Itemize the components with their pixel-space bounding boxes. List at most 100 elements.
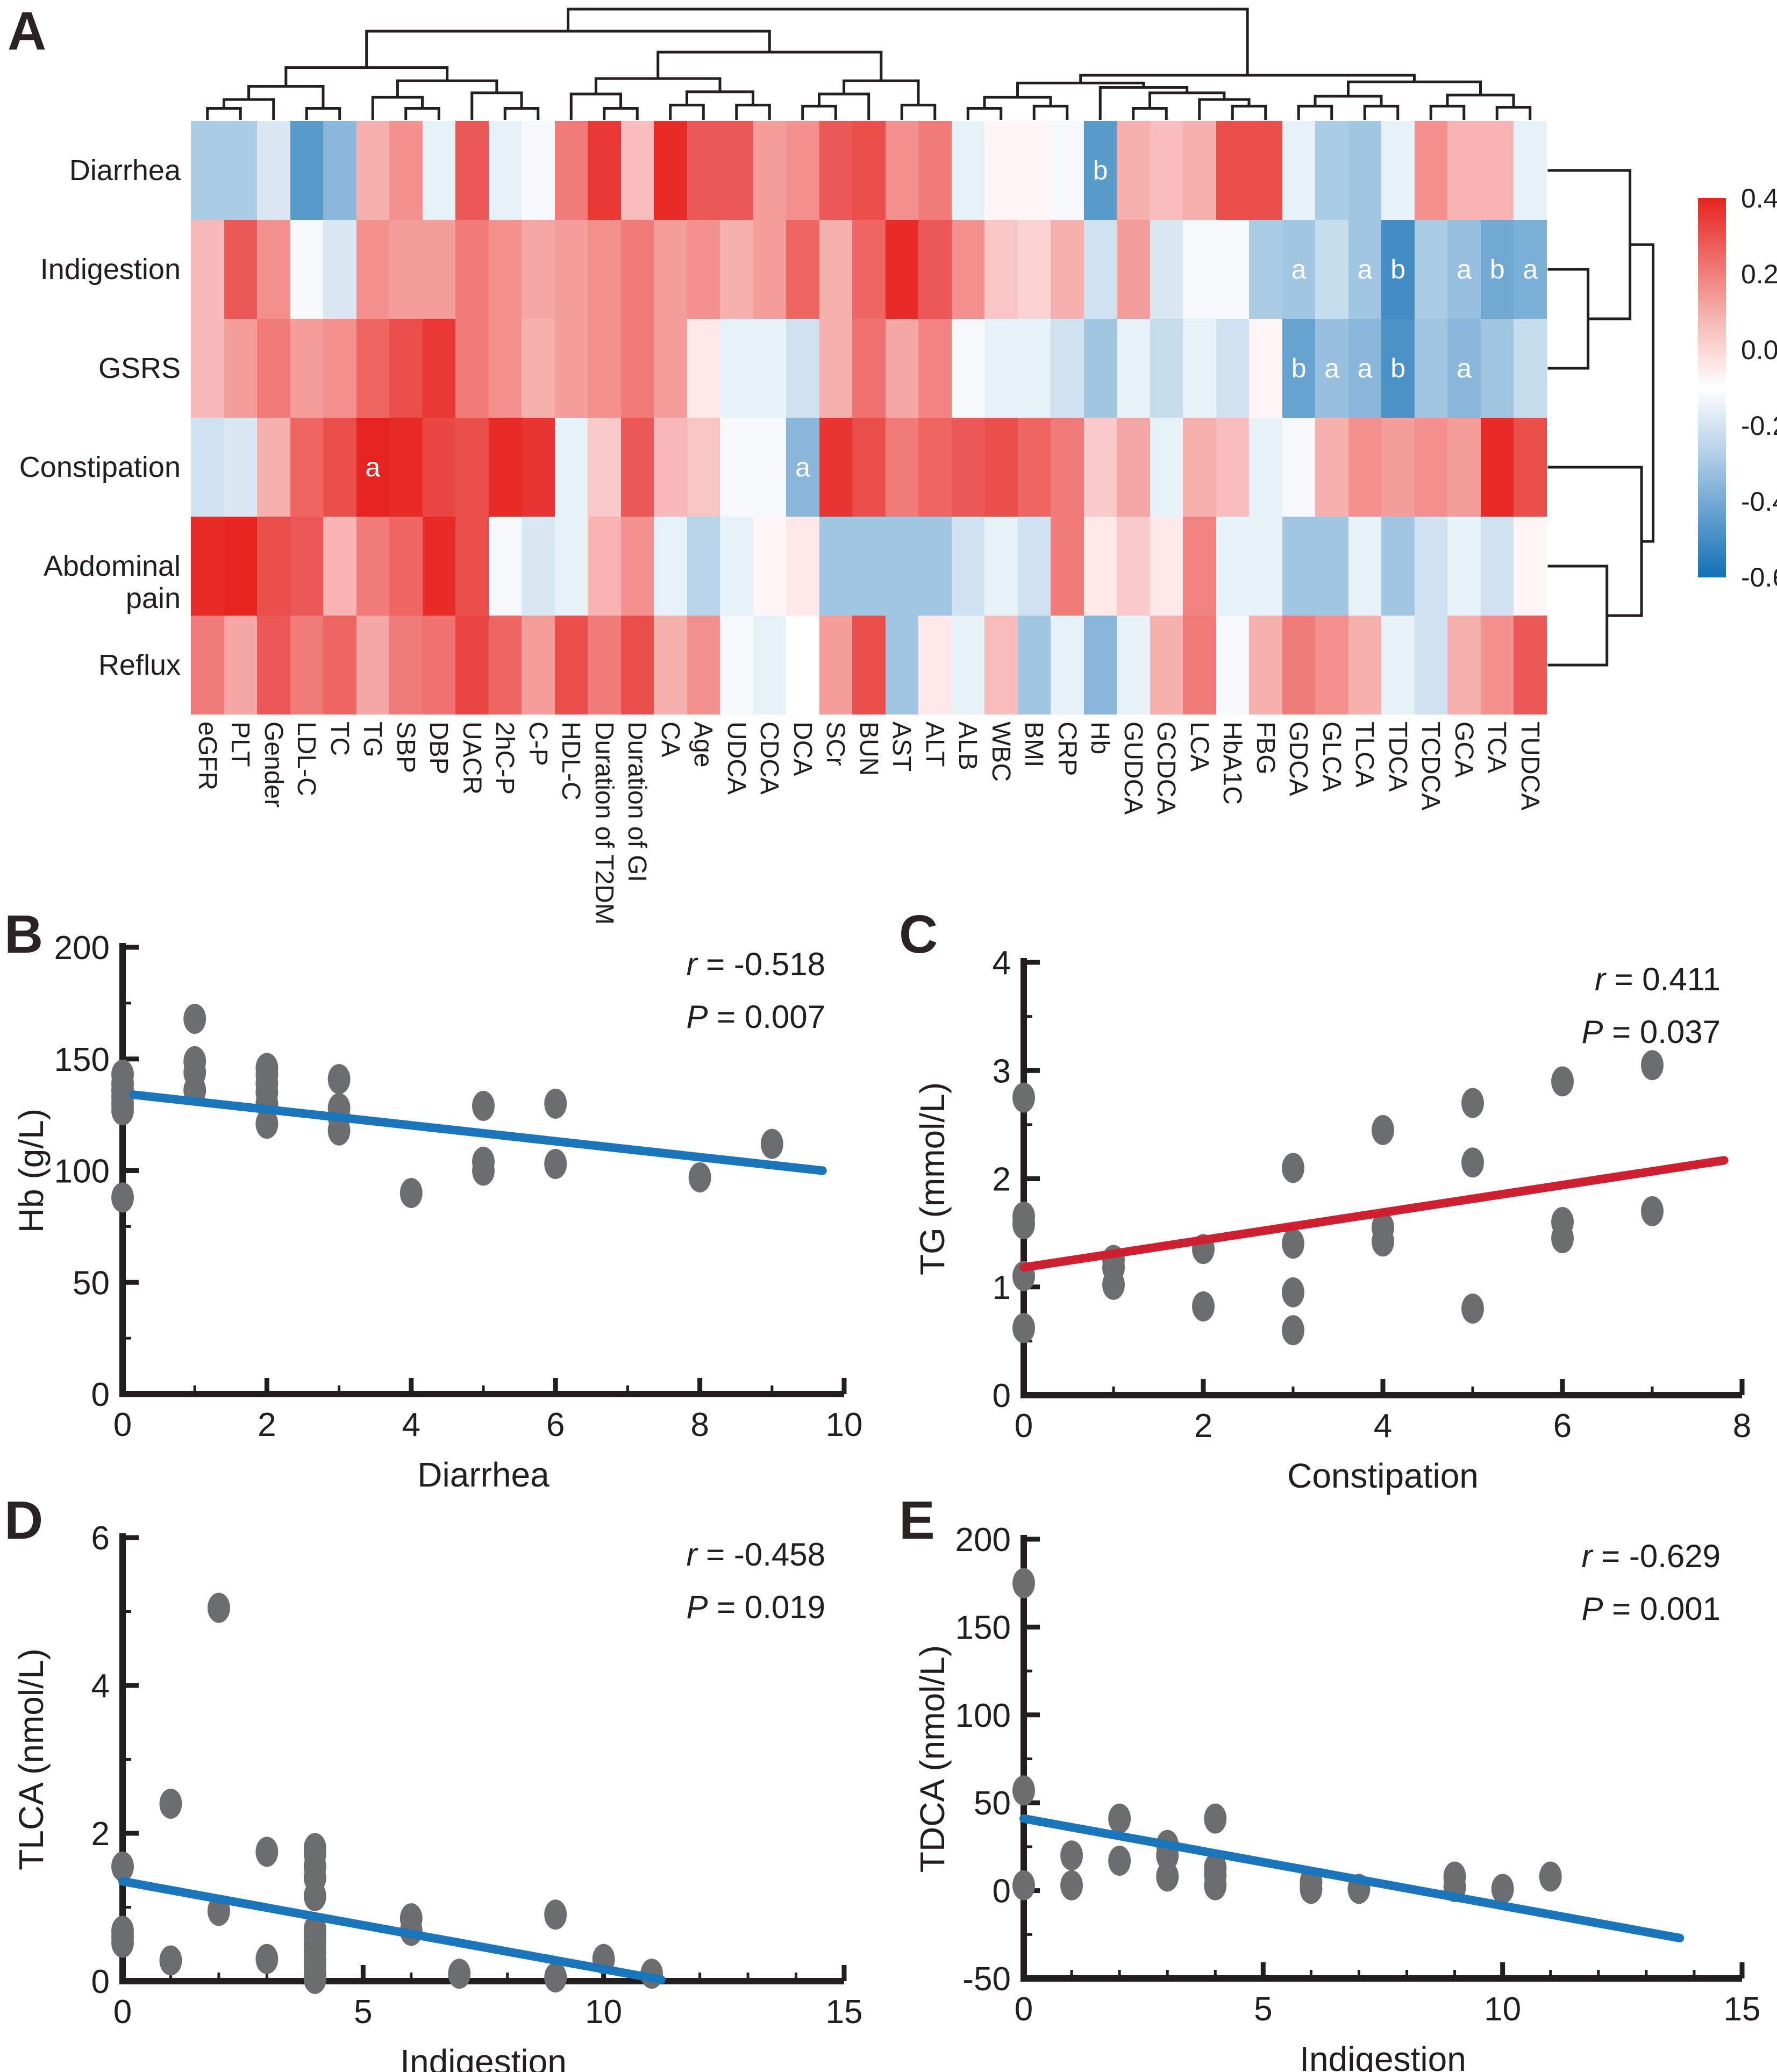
heatmap-column-label: C-P [523, 721, 552, 766]
data-point [760, 1128, 783, 1159]
r-value-text: r = -0.458 [687, 1537, 826, 1573]
heatmap-cell [1315, 418, 1348, 517]
data-point [1012, 1261, 1035, 1291]
data-point [111, 1095, 134, 1126]
heatmap-cell: a [1315, 319, 1348, 418]
heatmap-row-label: GSRS [98, 352, 181, 384]
heatmap-cell [620, 319, 654, 418]
x-tick-label: 0 [113, 1994, 132, 2031]
colorbar-tick-label: -0.2 [1741, 411, 1777, 441]
heatmap-cell [984, 220, 1018, 319]
heatmap-cell [257, 418, 290, 517]
heatmap-cell [1083, 616, 1117, 715]
heatmap-cell [290, 616, 324, 715]
data-point [183, 1046, 206, 1076]
data-point [327, 1102, 351, 1132]
heatmap-cell [191, 220, 224, 319]
heatmap-cell [1381, 517, 1415, 616]
heatmap-cell [224, 220, 258, 319]
heatmap-cell [687, 121, 720, 220]
y-tick-label: 0 [993, 1873, 1011, 1910]
y-axis-title: Hb (g/L) [12, 1109, 51, 1233]
data-point [544, 1088, 567, 1119]
data-point [1282, 1277, 1304, 1307]
heatmap-cell [1183, 220, 1216, 319]
data-point [1461, 1147, 1484, 1178]
heatmap-cell [620, 616, 654, 715]
heatmap-cell [786, 517, 819, 616]
data-point [303, 1881, 326, 1911]
data-point [111, 1075, 134, 1105]
data-point [207, 1896, 230, 1926]
data-point [111, 1851, 134, 1882]
heatmap-cell [1216, 517, 1250, 616]
heatmap-cell [1117, 616, 1150, 715]
heatmap-cell [720, 121, 753, 220]
heatmap-cell [918, 220, 952, 319]
heatmap-cell [720, 319, 753, 418]
data-point [399, 1903, 423, 1934]
heatmap-cell [1414, 616, 1448, 715]
p-value-text: P = 0.001 [1581, 1591, 1721, 1627]
heatmap-cell [1017, 220, 1051, 319]
heatmap-cell [1282, 121, 1316, 220]
data-point [303, 1951, 326, 1982]
heatmap-cell [191, 121, 224, 220]
x-axis-title: Constipation [1287, 1456, 1479, 1495]
heatmap-cell [1183, 616, 1216, 715]
data-point [255, 1109, 279, 1139]
colorbar-tick-label: 0.4 [1741, 183, 1777, 213]
heatmap-cell [588, 418, 621, 517]
data-point [1156, 1830, 1179, 1860]
heatmap-cell [786, 319, 819, 418]
heatmap-cell [1051, 121, 1084, 220]
heatmap-cell [191, 418, 224, 517]
heatmap-cell [620, 517, 654, 616]
data-point [327, 1093, 351, 1124]
heatmap-cell [389, 418, 423, 517]
data-point [544, 1899, 567, 1930]
heatmap-cell [323, 220, 356, 319]
x-tick-label: 0 [113, 1406, 132, 1444]
heatmap-row-label: Reflux [98, 649, 181, 681]
heatmap-cell: b [1381, 319, 1415, 418]
heatmap-cell [488, 418, 522, 517]
p-value-text: P = 0.019 [686, 1589, 825, 1625]
data-point [1204, 1870, 1227, 1900]
heatmap-cell [356, 517, 390, 616]
heatmap-cell [389, 616, 423, 715]
heatmap-cell [819, 121, 853, 220]
heatmap-cell [1514, 517, 1547, 616]
heatmap-cell [488, 121, 522, 220]
heatmap-cell: a [1514, 220, 1547, 319]
heatmap-cell [257, 616, 290, 715]
heatmap-cell [1480, 418, 1514, 517]
heatmap-cell [422, 616, 456, 715]
heatmap-cell [1249, 616, 1282, 715]
heatmap-column-label: GUDCA [1118, 721, 1147, 815]
x-axis-title: Indigestion [1300, 2040, 1466, 2072]
x-tick-label: 2 [1194, 1407, 1212, 1445]
data-point [111, 1916, 134, 1946]
heatmap-cell-annotation: a [1291, 254, 1307, 284]
trend-line [1019, 1814, 1685, 1942]
data-point [1204, 1803, 1227, 1834]
heatmap-cell [620, 418, 654, 517]
heatmap-cell [356, 121, 390, 220]
data-point [472, 1146, 495, 1177]
data-point [111, 1068, 134, 1099]
heatmap-cell [984, 418, 1018, 517]
colorbar [1698, 198, 1726, 577]
heatmap-cell [984, 616, 1018, 715]
heatmap-cell [885, 418, 919, 517]
data-point [1012, 1568, 1035, 1598]
r-value-text: r = -0.629 [1582, 1538, 1721, 1574]
heatmap-column-label: GDCA [1284, 721, 1313, 796]
data-point [1443, 1872, 1466, 1903]
heatmap-cell [257, 319, 290, 418]
heatmap-cell [257, 121, 290, 220]
heatmap-cell [1051, 220, 1084, 319]
heatmap-cell [687, 517, 720, 616]
x-tick-label: 15 [826, 1994, 863, 2031]
